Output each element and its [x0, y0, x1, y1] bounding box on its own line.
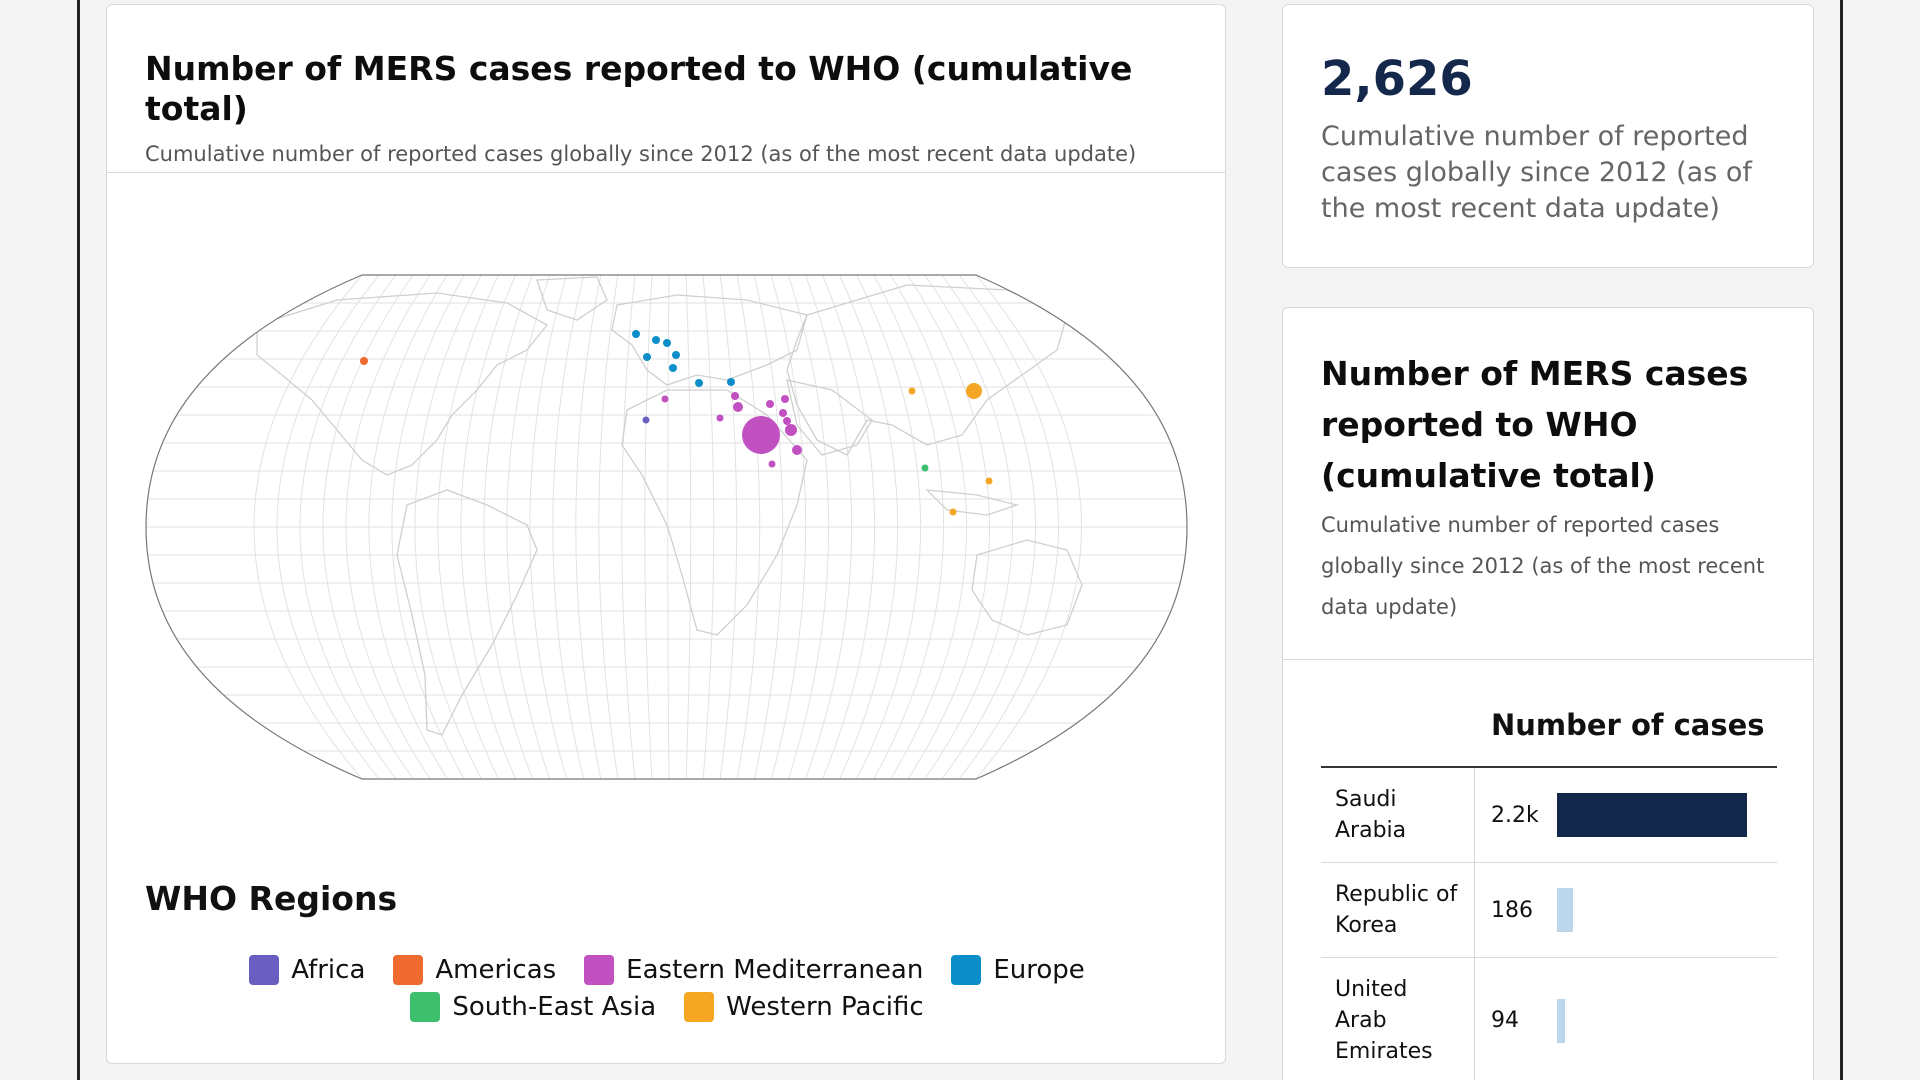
greenland-outline [536, 276, 608, 321]
map-subtitle: Cumulative number of reported cases glob… [145, 142, 1137, 166]
globe-outline [145, 274, 1188, 780]
land-outlines [256, 276, 1083, 736]
map-card: Number of MERS cases reported to WHO (cu… [106, 4, 1226, 1064]
case-count: 2.2k [1491, 802, 1539, 828]
table-body: Saudi Arabia 2.2k Republic of Korea 186 Unit… [1321, 768, 1777, 1080]
legend-label: Eastern Mediterranean [626, 955, 924, 985]
stat-value: 2,626 [1321, 51, 1473, 107]
south-america-outline [396, 489, 538, 736]
legend-item-africa[interactable]: Africa [249, 955, 365, 985]
legend-title: WHO Regions [145, 879, 398, 918]
country-name: Republic of Korea [1321, 863, 1475, 957]
marker-europe-4[interactable] [643, 353, 651, 361]
value-cell: 2.2k [1475, 768, 1777, 862]
table-row[interactable]: United Arab Emirates 94 [1321, 958, 1777, 1080]
marker-europe-8[interactable] [727, 378, 735, 386]
legend-item-europe[interactable]: Europe [951, 955, 1085, 985]
stat-description: Cumulative number of reported cases glob… [1321, 121, 1752, 224]
marker-usa[interactable] [360, 357, 368, 365]
bar-card-title: Number of MERS cases reported to WHO (cu… [1321, 354, 1749, 495]
marker-europe-1[interactable] [632, 330, 640, 338]
marker-em-7[interactable] [783, 417, 791, 425]
case-count: 186 [1491, 897, 1533, 923]
world-map[interactable] [107, 175, 1227, 855]
country-name: Saudi Arabia [1321, 768, 1475, 862]
value-cell: 94 [1475, 958, 1777, 1080]
marker-wp-philippines[interactable] [985, 477, 993, 485]
north-america-outline [256, 292, 548, 476]
legend-item-south-east-asia[interactable]: South-East Asia [410, 992, 656, 1022]
column-header: Number of cases [1491, 708, 1765, 742]
marker-wp-malaysia[interactable] [949, 508, 957, 516]
marker-em-2[interactable] [733, 402, 743, 412]
stat-card: 2,626 Cumulative number of reported case… [1282, 4, 1814, 268]
legend-swatch [584, 955, 615, 985]
europe-outline [611, 294, 808, 386]
marker-em-10[interactable] [768, 460, 776, 468]
marker-europe-3[interactable] [663, 339, 671, 347]
marker-em-1[interactable] [731, 392, 739, 400]
marker-em-9[interactable] [792, 445, 802, 455]
legend-swatch [410, 992, 441, 1022]
case-bar [1557, 998, 1566, 1043]
africa-outline [621, 389, 808, 636]
asia-outline [786, 284, 1068, 456]
case-markers [360, 330, 993, 516]
marker-sea-thailand[interactable] [921, 464, 929, 472]
table-row[interactable]: Republic of Korea 186 [1321, 863, 1777, 958]
legend-swatch [951, 955, 982, 985]
marker-africa-north[interactable] [642, 416, 650, 424]
australia-outline [971, 539, 1083, 636]
legend-label: South-East Asia [452, 992, 657, 1022]
legend-row-1: Africa Americas Eastern Mediterranean Eu… [147, 955, 1187, 985]
legend-swatch [684, 992, 715, 1022]
marker-em-3[interactable] [716, 414, 724, 422]
marker-wp-korea[interactable] [966, 383, 982, 399]
marker-wp-china[interactable] [908, 387, 916, 395]
marker-saudi-arabia[interactable] [742, 416, 780, 454]
marker-em-4[interactable] [766, 400, 774, 408]
legend-label: Africa [291, 955, 366, 985]
legend-item-eastern-mediterranean[interactable]: Eastern Mediterranean [584, 955, 923, 985]
legend-label: Americas [435, 955, 557, 985]
case-bar [1557, 793, 1747, 837]
legend-swatch [249, 955, 280, 985]
marker-em-8[interactable] [785, 424, 797, 436]
legend-item-americas[interactable]: Americas [393, 955, 556, 985]
marker-em-5[interactable] [781, 395, 789, 403]
marker-europe-6[interactable] [669, 364, 677, 372]
graticule [146, 275, 1187, 779]
case-count: 94 [1491, 1008, 1519, 1033]
table-header-rule [1321, 766, 1777, 768]
legend-row-2: South-East Asia Western Pacific [147, 992, 1187, 1022]
table-row[interactable]: Saudi Arabia 2.2k [1321, 768, 1777, 863]
map-title: Number of MERS cases reported to WHO (cu… [145, 49, 1133, 128]
bar-card-header: Number of MERS cases reported to WHO (cu… [1283, 308, 1813, 660]
legend-swatch [393, 955, 424, 985]
case-bar [1557, 888, 1574, 932]
legend-item-western-pacific[interactable]: Western Pacific [684, 992, 924, 1022]
indonesia-outline [925, 489, 1020, 516]
bar-card-subtitle: Cumulative number of reported cases glob… [1321, 513, 1765, 619]
marker-em-tunisia[interactable] [661, 395, 669, 403]
marker-europe-7[interactable] [695, 379, 703, 387]
cases-table: Number of cases Saudi Arabia 2.2k Republic… [1321, 708, 1777, 1080]
country-name: United Arab Emirates [1321, 958, 1475, 1080]
marker-europe-5[interactable] [672, 351, 680, 359]
legend-label: Western Pacific [726, 992, 924, 1022]
map-card-header: Number of MERS cases reported to WHO (cu… [107, 5, 1225, 173]
arabia-outline [786, 379, 873, 456]
value-cell: 186 [1475, 863, 1777, 957]
legend-label: Europe [993, 955, 1085, 985]
bar-table-card: Number of MERS cases reported to WHO (cu… [1282, 307, 1814, 1080]
marker-europe-2[interactable] [652, 336, 660, 344]
marker-em-6[interactable] [779, 409, 787, 417]
